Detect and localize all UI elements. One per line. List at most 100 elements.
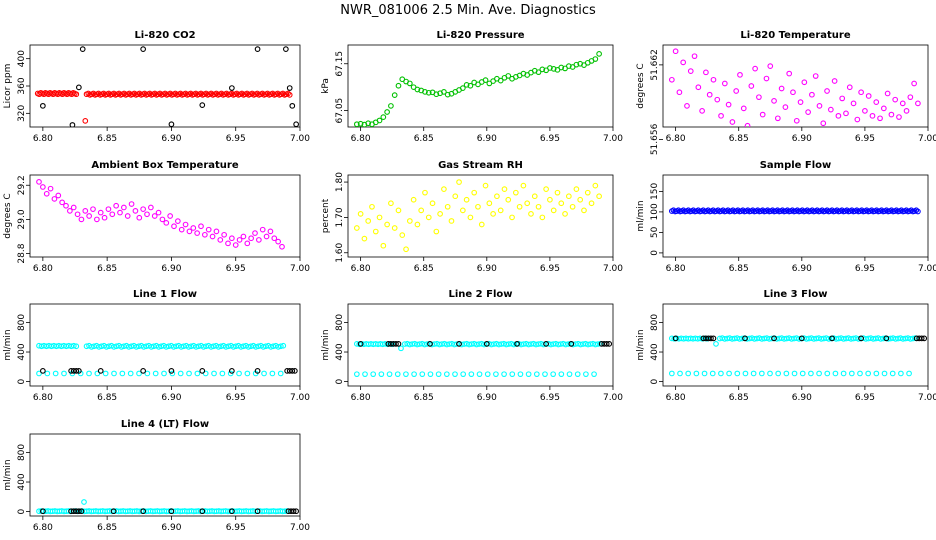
data-point — [395, 207, 402, 214]
data-point — [414, 221, 421, 228]
data-point — [357, 341, 364, 347]
data-point — [528, 211, 534, 217]
data-point — [547, 196, 553, 203]
data-point — [809, 91, 815, 98]
data-point — [524, 200, 531, 207]
data-point — [215, 343, 222, 350]
data-point — [94, 216, 100, 223]
data-point — [550, 207, 557, 214]
data-point — [217, 237, 224, 243]
data-point — [70, 204, 77, 211]
x-tick-label: 6.80 — [33, 523, 53, 533]
x-tick-label: 7.00 — [290, 134, 310, 144]
x-tick-label: 6.85 — [97, 264, 117, 274]
data-point — [236, 370, 242, 377]
data-point — [514, 341, 520, 347]
x-tick-label: 6.95 — [226, 264, 246, 274]
x-tick-label: 6.90 — [477, 264, 497, 274]
y-tick-label: 67.15 — [335, 51, 345, 77]
data-point — [588, 200, 595, 207]
data-point — [186, 370, 192, 377]
data-point — [583, 371, 589, 378]
data-point — [365, 218, 372, 224]
panel-title: Ambient Box Temperature — [91, 160, 238, 171]
x-tick-label: 6.95 — [226, 393, 246, 403]
data-point — [177, 370, 184, 377]
panel-9: Line 3 Flow 6.80 6.85 6.90 6.95 7.00 0 400 800 ml… — [636, 289, 936, 403]
data-point — [452, 193, 459, 200]
data-point — [725, 101, 732, 108]
data-point — [81, 499, 87, 505]
data-point — [398, 345, 404, 352]
data-point — [279, 243, 285, 250]
data-point — [395, 82, 402, 89]
data-point — [229, 368, 235, 374]
data-point — [96, 343, 102, 350]
data-point — [767, 370, 773, 377]
x-tick-label: 6.95 — [855, 134, 875, 144]
data-point — [361, 235, 368, 242]
data-point — [774, 115, 781, 122]
data-point — [869, 112, 876, 119]
data-point — [82, 117, 89, 124]
y-axis-label: ml/min — [321, 329, 331, 360]
data-point — [113, 202, 119, 209]
data-point — [280, 342, 287, 349]
data-point — [140, 343, 147, 350]
data-point — [509, 371, 516, 378]
data-point — [394, 371, 401, 378]
x-tick-label: 6.80 — [666, 393, 686, 403]
data-point — [558, 200, 565, 207]
y-axis-label: percent — [321, 198, 331, 233]
panel-6: Sample Flow 6.80 6.85 6.90 6.95 7.00 0 50 100 150… — [636, 160, 936, 274]
x-tick-label: 6.90 — [161, 264, 181, 274]
data-point — [763, 75, 770, 82]
y-axis-label: Licor ppm — [3, 64, 13, 109]
data-point — [52, 370, 59, 377]
data-point — [758, 370, 765, 377]
data-point — [194, 370, 201, 377]
data-point — [148, 343, 155, 350]
plot-frame — [29, 44, 301, 128]
data-point — [584, 189, 591, 196]
data-point — [254, 508, 261, 515]
data-point — [569, 203, 576, 210]
data-point — [429, 200, 436, 207]
data-point — [275, 343, 282, 350]
x-tick-label: 6.80 — [666, 134, 686, 144]
y-tick-label: 1.60 — [335, 242, 345, 262]
y-tick-label: 67.05 — [335, 98, 345, 124]
data-point — [253, 343, 259, 350]
data-point — [880, 105, 887, 112]
data-point — [444, 203, 451, 210]
data-point — [816, 103, 823, 109]
data-point — [78, 508, 85, 515]
data-points — [36, 499, 299, 515]
data-point — [558, 371, 565, 378]
data-point — [581, 207, 587, 214]
data-point — [178, 343, 185, 350]
data-point — [437, 211, 443, 217]
data-point — [734, 370, 741, 377]
data-point — [443, 371, 450, 378]
data-point — [824, 370, 831, 377]
data-point — [161, 370, 167, 377]
data-point — [475, 203, 481, 210]
data-point — [411, 371, 417, 378]
data-point — [293, 508, 299, 515]
data-point — [558, 64, 565, 71]
x-tick-label: 6.90 — [161, 523, 181, 533]
data-point — [185, 343, 192, 350]
data-point — [476, 371, 483, 378]
data-point — [750, 370, 757, 377]
data-point — [444, 91, 451, 98]
data-point — [478, 221, 485, 228]
data-point — [144, 370, 151, 377]
data-point — [896, 114, 902, 120]
data-point — [111, 343, 117, 350]
data-point — [733, 88, 740, 94]
data-point — [369, 203, 375, 210]
data-point — [791, 370, 798, 377]
data-point — [353, 121, 360, 127]
